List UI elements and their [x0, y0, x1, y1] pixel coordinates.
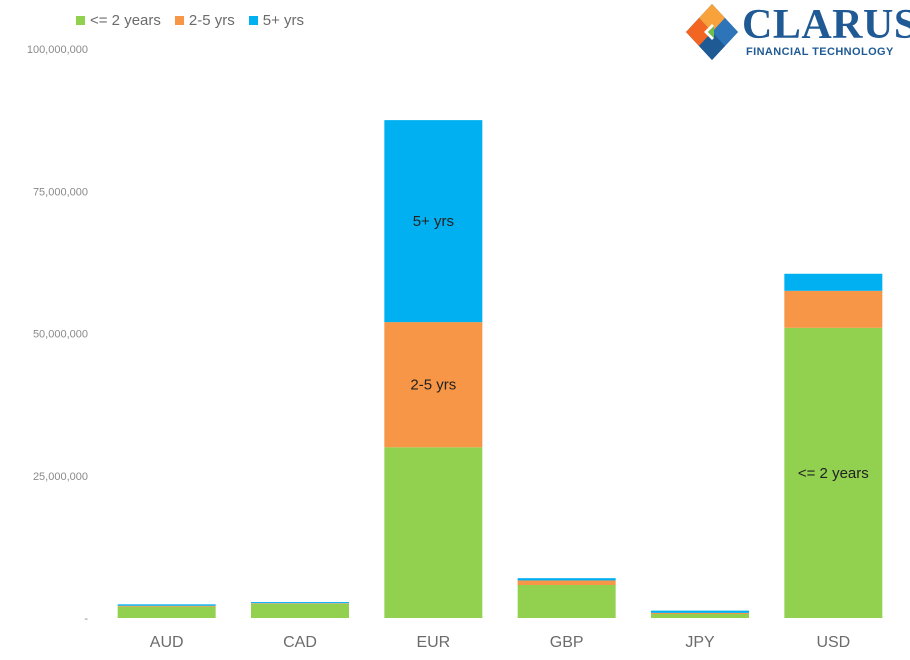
legend-swatch-orange: [174, 16, 184, 25]
bar-segment-usd-1: [784, 290, 883, 328]
chart-legend: <= 2 years 2-5 yrs 5+ yrs: [76, 12, 304, 29]
y-axis: - 25,000,000 50,000,000 75,000,000 100,000,0…: [27, 44, 89, 625]
bar-segment-cad-0: [251, 603, 349, 618]
y-tick-label: 25,000,000: [33, 471, 88, 483]
bar-segment-usd-0: [784, 327, 883, 618]
y-tick-label: -: [84, 613, 88, 625]
bar-stack-eur: [384, 120, 483, 618]
bar-data-label: 2-5 yrs: [410, 377, 456, 394]
bar-segment-usd-2: [784, 273, 883, 291]
bar-segment-cad-1: [251, 603, 349, 604]
x-tick-label: EUR: [416, 634, 450, 651]
x-tick-label: GBP: [550, 634, 584, 651]
legend-swatch-blue: [248, 16, 258, 25]
legend-label: <= 2 years: [90, 12, 161, 29]
bar-data-label: <= 2 years: [798, 465, 869, 482]
bar-segment-eur-0: [384, 447, 483, 618]
legend-label: 5+ yrs: [262, 12, 304, 29]
bar-segment-gbp-1: [517, 580, 616, 585]
legend-item-2-5-yrs[interactable]: 2-5 yrs: [174, 12, 235, 29]
x-tick-label: AUD: [150, 634, 184, 651]
bar-segment-eur-1: [384, 322, 483, 448]
bar-stack-cad: [251, 602, 349, 618]
bar-stack-usd: [784, 273, 883, 618]
bar-stack-jpy: [651, 610, 749, 618]
x-tick-label: CAD: [283, 634, 317, 651]
bar-stack-gbp: [517, 578, 616, 618]
bar-segment-jpy-0: [651, 614, 749, 618]
bar-segment-eur-2: [384, 120, 483, 323]
logo-wordmark: CLARUS: [742, 2, 910, 48]
y-tick-label: 50,000,000: [33, 329, 88, 341]
x-tick-label: USD: [816, 634, 850, 651]
bar-stack-aud: [117, 604, 216, 618]
y-tick-label: 75,000,000: [33, 186, 88, 198]
legend-item-5-plus-yrs[interactable]: 5+ yrs: [248, 12, 304, 29]
y-tick-label: 100,000,000: [27, 44, 88, 56]
diamond-logo-icon: [686, 4, 738, 60]
bar-segment-aud-0: [117, 606, 216, 618]
bar-segment-jpy-1: [651, 612, 749, 615]
legend-label: 2-5 yrs: [188, 12, 235, 29]
bar-segment-gbp-0: [517, 584, 616, 618]
bar-segment-jpy-2: [651, 610, 749, 613]
bar-series-group: 5+ yrs 2-5 yrs <= 2 years: [117, 120, 883, 618]
logo-tagline: FINANCIAL TECHNOLOGY: [746, 46, 894, 58]
bar-data-label: 5+ yrs: [413, 213, 454, 230]
bar-segment-aud-1: [117, 605, 216, 607]
bar-segment-cad-2: [251, 602, 349, 604]
clarus-logo: CLARUS FINANCIAL TECHNOLOGY: [684, 2, 910, 64]
x-axis: AUD CAD EUR GBP JPY USD: [150, 634, 850, 651]
legend-swatch-green: [76, 16, 85, 25]
bar-segment-gbp-2: [517, 578, 616, 581]
bar-segment-aud-2: [117, 604, 216, 606]
legend-item-le-2-years[interactable]: <= 2 years: [76, 12, 161, 29]
x-tick-label: JPY: [685, 634, 715, 651]
